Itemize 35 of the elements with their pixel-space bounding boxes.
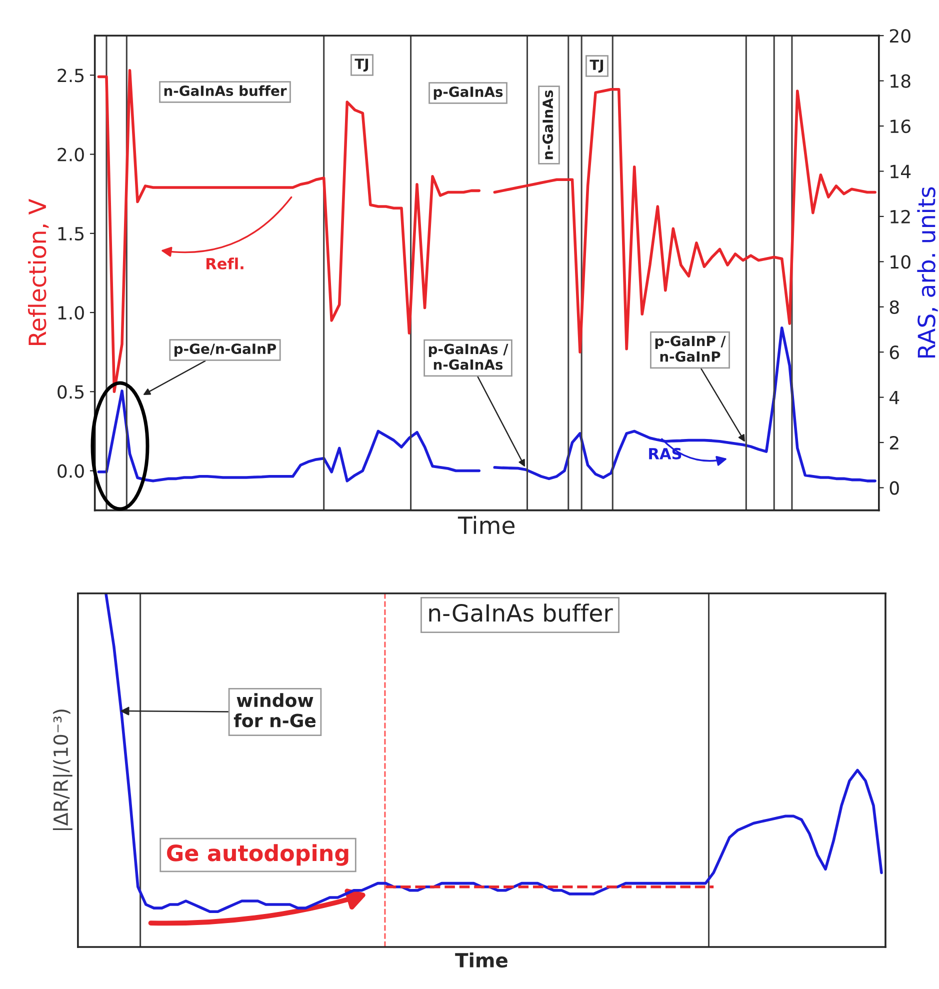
y2-tick-label: 4 bbox=[890, 390, 900, 404]
y2-tick-label: 8 bbox=[890, 300, 899, 314]
x-axis-title: Time bbox=[458, 516, 514, 534]
y2-tick-label: 6 bbox=[890, 346, 899, 360]
y-tick-label: 1.5 bbox=[58, 227, 84, 241]
annotation: n-GaInAs buffer bbox=[164, 85, 287, 96]
y2-tick-label: 12 bbox=[890, 210, 910, 224]
annotation: p-GaInP / n-GaInP bbox=[655, 336, 726, 362]
y-tick-label: 0.0 bbox=[58, 464, 84, 478]
annotation: Ge autodoping bbox=[167, 844, 348, 866]
y-tick-label: 1.0 bbox=[58, 306, 84, 320]
annotation: p-GaInAs / n-GaInAs bbox=[428, 344, 508, 370]
y2-tick-label: 2 bbox=[890, 436, 898, 450]
y-axis-title: |ΔR/R|/(10⁻³) bbox=[52, 710, 72, 830]
y-tick-label: 2.0 bbox=[58, 148, 84, 162]
y2-tick-label: 10 bbox=[890, 255, 910, 269]
y2-tick-label: 14 bbox=[890, 164, 911, 178]
annotation: RAS bbox=[649, 448, 682, 460]
y2-tick-label: 0 bbox=[890, 481, 899, 495]
annotation: p-Ge/n-GaInP bbox=[174, 344, 276, 357]
y2-tick-label: 16 bbox=[890, 119, 910, 134]
annotation: window for n-Ge bbox=[234, 693, 316, 728]
annotation: Refl. bbox=[206, 258, 244, 270]
y-tick-label: 2.5 bbox=[58, 68, 84, 82]
y2-tick-label: 18 bbox=[890, 74, 910, 88]
annotation: n-GaInAs buffer bbox=[429, 604, 613, 622]
annotation: n-GaInAs bbox=[542, 90, 554, 160]
annotation: TJ bbox=[590, 60, 604, 73]
y-axis-title: Reflection, V bbox=[28, 198, 49, 345]
annotation: p-GaInAs bbox=[434, 86, 503, 100]
annotation: TJ bbox=[354, 58, 368, 72]
x-axis-title: Time bbox=[455, 952, 508, 968]
y-tick-label: 0.5 bbox=[58, 385, 84, 399]
y2-axis-title: RAS, arb. units bbox=[917, 187, 938, 358]
y2-tick-label: 20 bbox=[890, 29, 910, 43]
